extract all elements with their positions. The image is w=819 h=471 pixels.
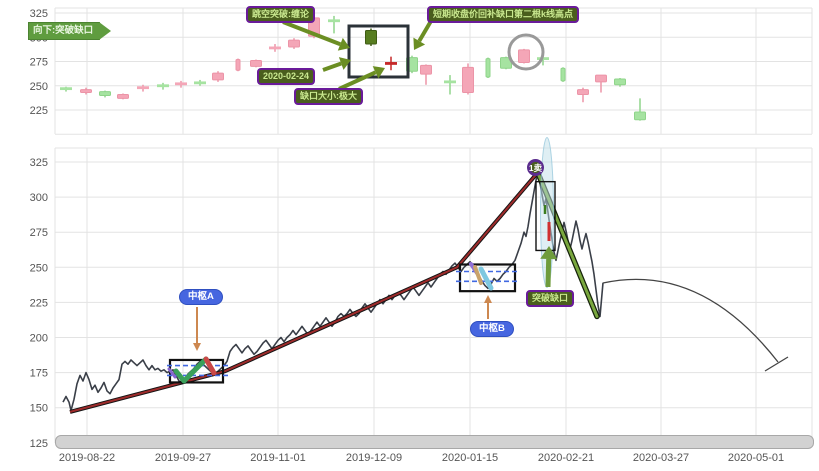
- svg-text:2019-12-09: 2019-12-09: [346, 452, 402, 464]
- svg-text:200: 200: [30, 333, 48, 345]
- annotation-breakout-gap: 突破缺口: [526, 290, 575, 307]
- sell-point-badge: 1卖: [527, 159, 544, 176]
- svg-text:225: 225: [30, 297, 48, 309]
- svg-text:2019-11-01: 2019-11-01: [250, 452, 305, 464]
- svg-text:300: 300: [30, 192, 48, 204]
- svg-text:250: 250: [30, 262, 48, 274]
- svg-text:275: 275: [30, 227, 48, 239]
- svg-text:2020-05-01: 2020-05-01: [728, 452, 784, 464]
- annotation-gap-size: 缺口大小:极大: [294, 88, 363, 105]
- svg-text:2019-09-27: 2019-09-27: [155, 452, 211, 464]
- svg-text:325: 325: [30, 8, 48, 20]
- svg-text:275: 275: [30, 57, 48, 69]
- annotation-pivot-b: 中枢B: [470, 321, 514, 337]
- annotation-date-label: 2020-02-24: [257, 68, 316, 85]
- chart-scrollbar[interactable]: [55, 435, 814, 449]
- svg-text:2019-08-22: 2019-08-22: [59, 452, 115, 464]
- svg-text:150: 150: [30, 403, 48, 415]
- svg-text:2020-03-27: 2020-03-27: [633, 452, 689, 464]
- svg-text:250: 250: [30, 81, 48, 93]
- svg-text:2020-02-21: 2020-02-21: [538, 452, 594, 464]
- svg-text:125: 125: [30, 438, 48, 450]
- annotation-gap-breakout-theory: 跳空突破:缠论: [246, 6, 315, 23]
- annotation-short-term-note: 短期收盘价回补缺口第二根k线高点: [427, 6, 580, 23]
- svg-text:175: 175: [30, 368, 48, 380]
- svg-text:325: 325: [30, 157, 48, 169]
- annotation-pivot-a: 中枢A: [179, 289, 223, 305]
- annotation-down-gap-banner: 向下:突破缺口: [28, 22, 112, 40]
- svg-text:225: 225: [30, 105, 48, 117]
- svg-text:2020-01-15: 2020-01-15: [442, 452, 498, 464]
